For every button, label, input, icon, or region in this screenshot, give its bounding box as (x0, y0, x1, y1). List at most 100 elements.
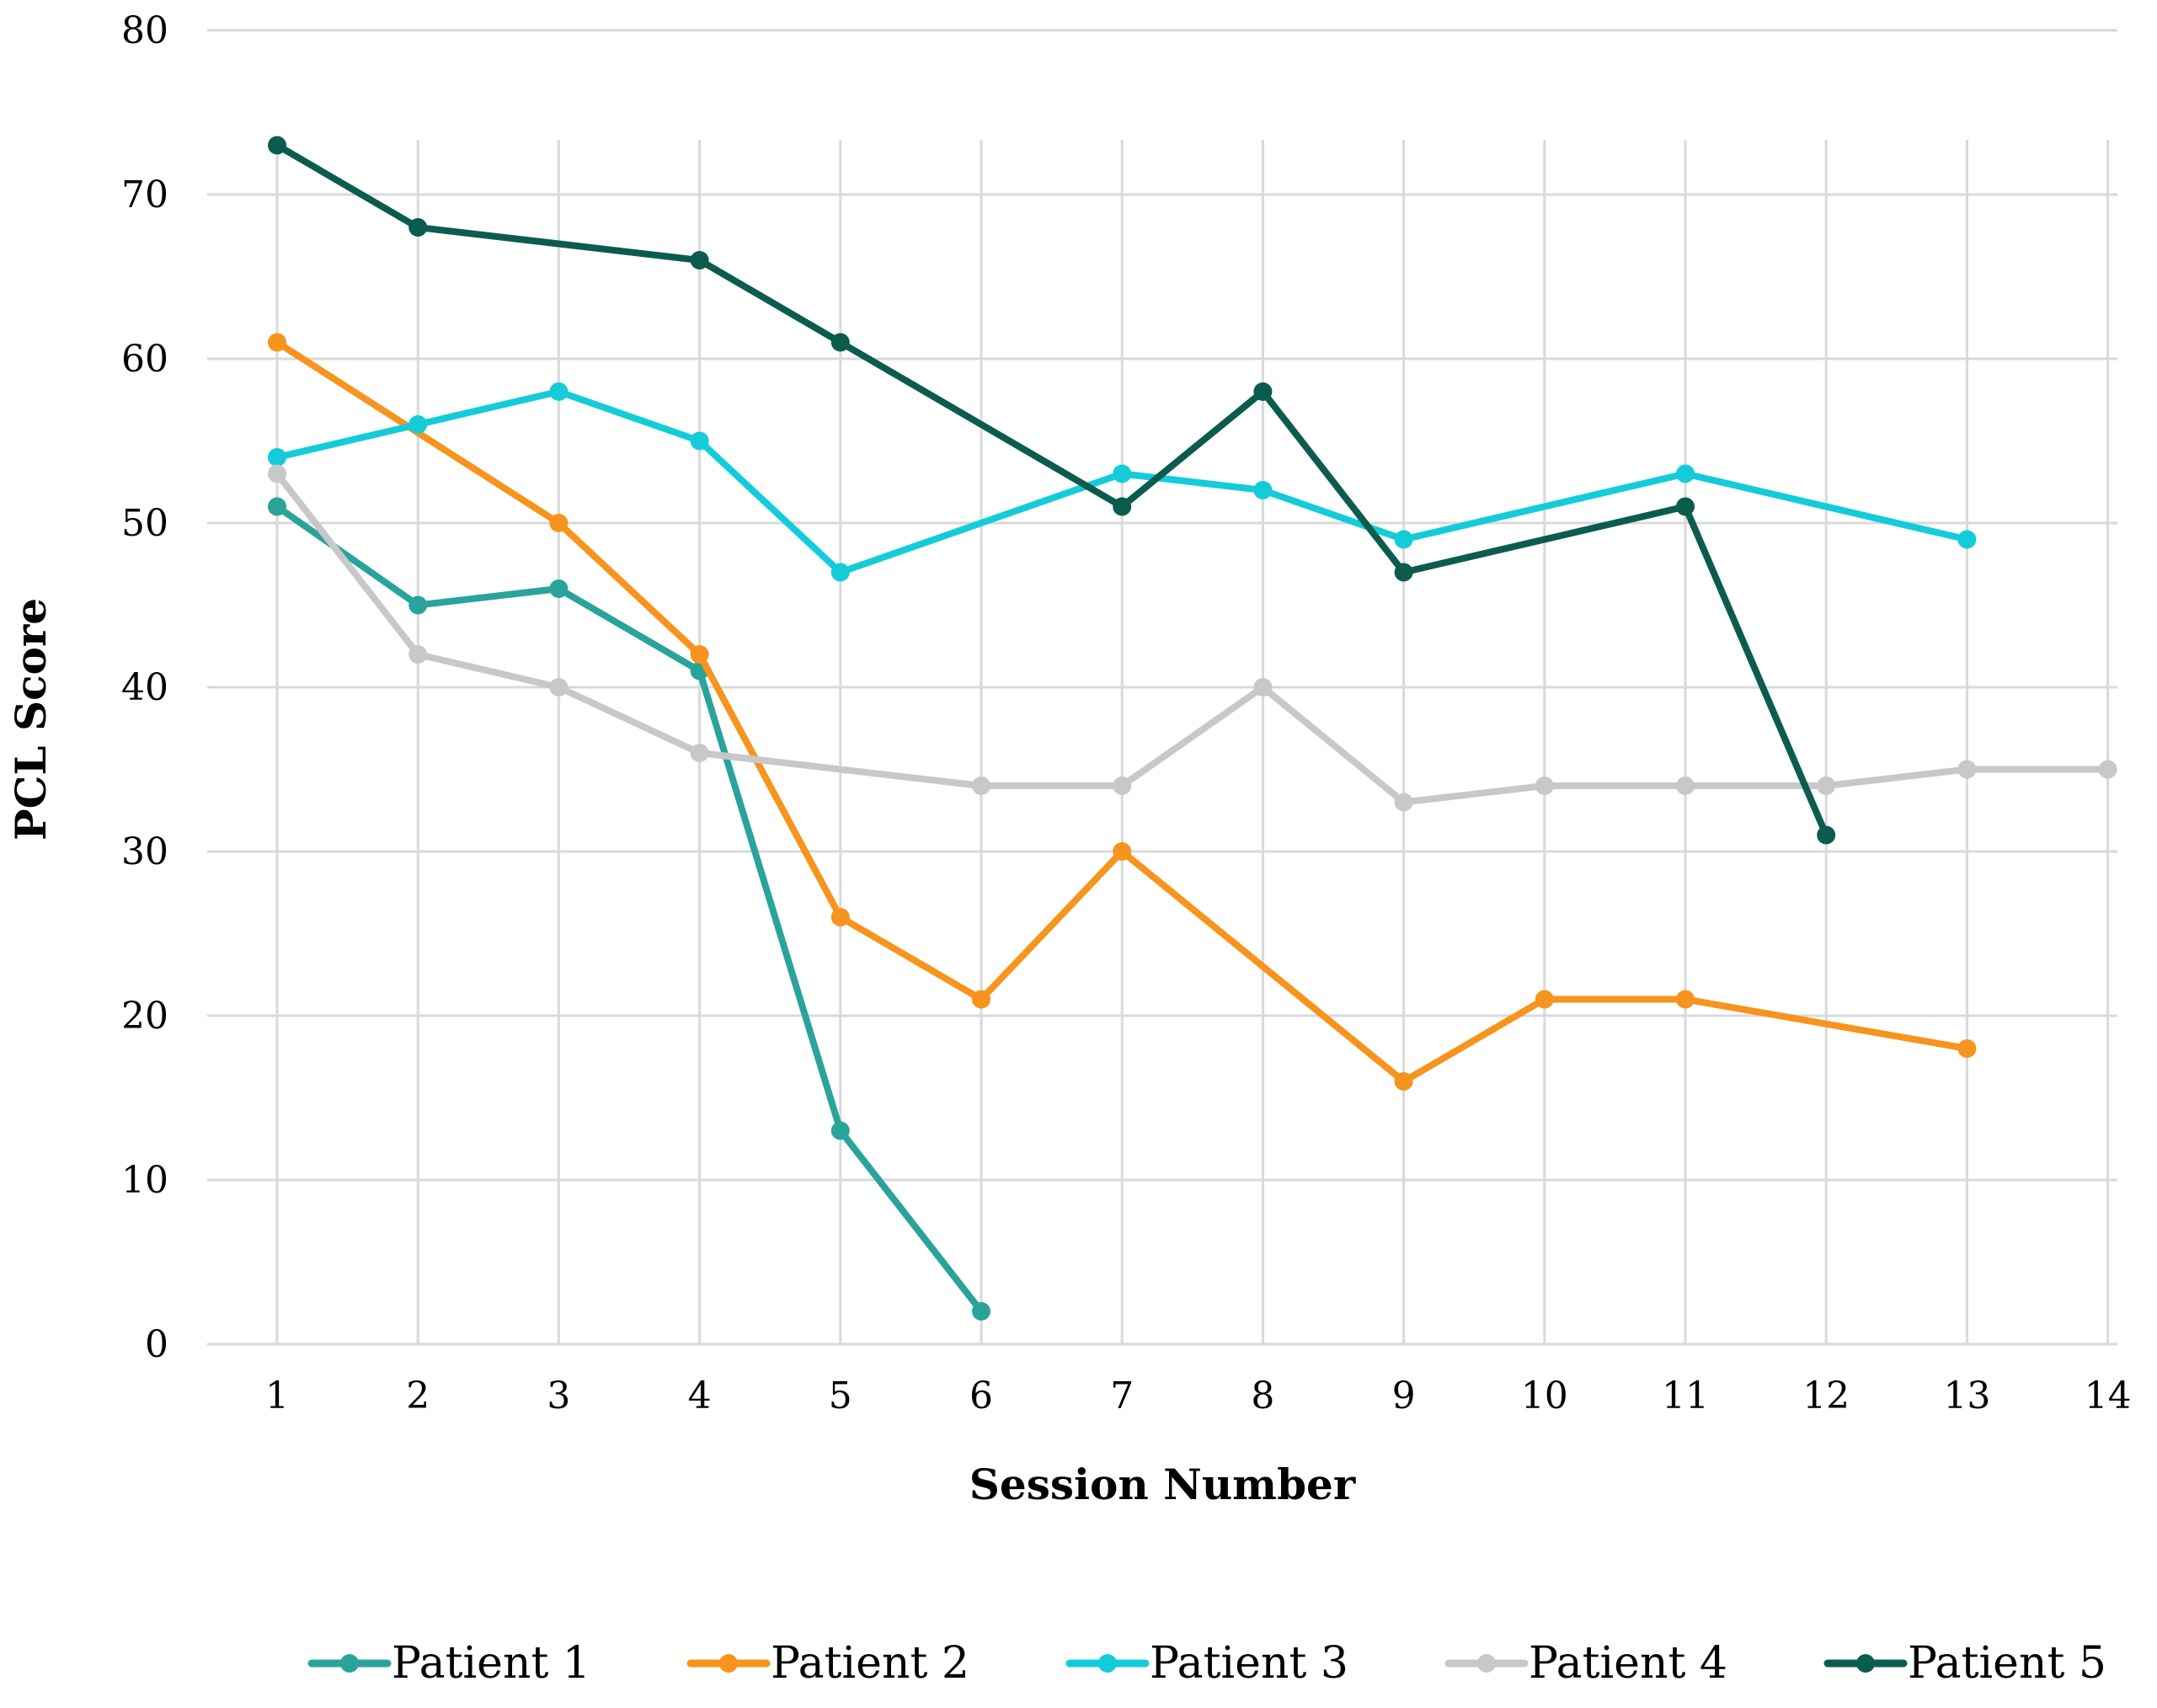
x-tick-label: 13 (1943, 1374, 1990, 1417)
data-point (549, 678, 569, 697)
data-point (1957, 1039, 1977, 1058)
series-1 (268, 497, 990, 1321)
data-point (1957, 530, 1977, 549)
x-tick-label: 11 (1662, 1374, 1709, 1417)
legend-swatch-marker (719, 1654, 738, 1673)
legend-label: Patient 1 (392, 1638, 590, 1689)
x-tick-label: 14 (2085, 1374, 2132, 1417)
data-point (1676, 464, 1695, 483)
data-point (549, 514, 569, 532)
data-point (268, 464, 286, 483)
x-tick-label: 9 (1392, 1374, 1416, 1417)
x-tick-label: 6 (969, 1374, 993, 1417)
data-point (408, 595, 428, 615)
series-2 (268, 333, 1977, 1091)
data-point (1394, 563, 1413, 582)
y-axis-title: PCL Score (6, 598, 56, 841)
data-point (2098, 760, 2117, 779)
data-point (690, 431, 709, 451)
data-point (1676, 777, 1695, 795)
legend-swatch-marker (1477, 1654, 1496, 1673)
data-point (1957, 760, 1977, 779)
series-line (274, 503, 985, 1315)
data-point (268, 333, 286, 352)
x-axis-ticks: 1 2 3 4 5 6 7 8 9 10 11 12 13 14 (265, 1374, 2132, 1417)
data-point (549, 579, 569, 598)
legend-item-2: Patient 2 (686, 1638, 969, 1689)
data-point (1394, 530, 1413, 549)
x-axis-title: Session Number (969, 1460, 1356, 1509)
data-point (1113, 777, 1132, 795)
y-tick-label: 20 (121, 995, 168, 1038)
series-5 (268, 136, 1836, 845)
data-point (1253, 678, 1273, 697)
data-point (1113, 842, 1132, 861)
data-point (268, 497, 286, 516)
legend-label: Patient 4 (1529, 1638, 1727, 1689)
legend-item-5: Patient 5 (1823, 1638, 2106, 1689)
y-tick-label: 60 (121, 338, 168, 381)
data-point (972, 1302, 990, 1321)
data-point (1394, 793, 1413, 812)
data-point (972, 777, 990, 795)
legend-swatch-marker (340, 1654, 359, 1673)
data-point (1676, 990, 1695, 1009)
data-point (830, 908, 850, 926)
legend-item-3: Patient 3 (1065, 1638, 1348, 1689)
legend-label: Patient 2 (771, 1638, 969, 1689)
data-point (268, 136, 286, 155)
data-point (1253, 382, 1273, 401)
x-tick-label: 3 (547, 1374, 570, 1417)
x-tick-label: 12 (1802, 1374, 1850, 1417)
data-point (1394, 1072, 1413, 1091)
data-point (830, 333, 850, 352)
y-tick-label: 80 (121, 9, 168, 52)
series-line (274, 339, 1971, 1085)
legend-label: Patient 5 (1908, 1638, 2106, 1689)
x-tick-label: 2 (406, 1374, 430, 1417)
y-axis-ticks: 0 10 20 30 40 50 60 70 80 (121, 9, 168, 1366)
data-point (1676, 497, 1695, 516)
y-tick-label: 10 (121, 1159, 168, 1202)
y-tick-label: 30 (121, 830, 168, 873)
series-layer (268, 136, 2117, 1321)
legend: Patient 1 Patient 2 Patient 3 Patient 4 Pati… (307, 1638, 2106, 1689)
data-point (1113, 464, 1132, 483)
data-point (408, 415, 428, 434)
x-tick-label: 8 (1251, 1374, 1274, 1417)
x-tick-label: 10 (1521, 1374, 1568, 1417)
data-point (830, 1121, 850, 1140)
data-point (1535, 777, 1554, 795)
data-point (1253, 481, 1273, 499)
data-point (268, 448, 286, 467)
y-tick-label: 70 (121, 173, 168, 216)
x-tick-label: 5 (829, 1374, 852, 1417)
data-point (408, 645, 428, 664)
data-point (972, 990, 990, 1009)
data-point (408, 218, 428, 237)
y-tick-label: 0 (145, 1323, 168, 1366)
data-point (690, 645, 709, 664)
data-point (1535, 990, 1554, 1009)
data-point (1817, 825, 1836, 845)
series-4 (268, 464, 2117, 812)
data-point (1817, 777, 1836, 795)
data-point (690, 744, 709, 762)
legend-label: Patient 3 (1150, 1638, 1348, 1689)
data-point (830, 563, 850, 582)
legend-swatch-marker (1098, 1654, 1117, 1673)
x-tick-label: 7 (1110, 1374, 1134, 1417)
series-line (274, 388, 1971, 576)
grid-lines (207, 29, 2117, 1346)
y-tick-label: 40 (121, 666, 168, 709)
legend-swatch-marker (1856, 1654, 1875, 1673)
data-point (549, 382, 569, 401)
series-3 (268, 382, 1977, 582)
legend-item-4: Patient 4 (1444, 1638, 1727, 1689)
x-tick-label: 4 (688, 1374, 712, 1417)
legend-item-1: Patient 1 (307, 1638, 590, 1689)
data-point (690, 251, 709, 270)
x-tick-label: 1 (265, 1374, 289, 1417)
y-tick-label: 50 (121, 502, 168, 545)
